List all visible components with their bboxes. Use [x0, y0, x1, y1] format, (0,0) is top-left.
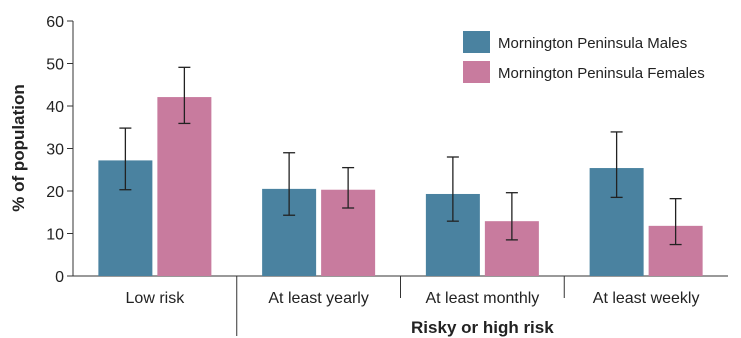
y-tick-label: 60 [46, 14, 64, 31]
x-tick-label: At least monthly [425, 290, 539, 307]
x-tick-label: At least yearly [268, 290, 368, 307]
x-tick-label: Low risk [126, 290, 186, 307]
legend-label: Mornington Peninsula Males [498, 35, 687, 52]
legend: Mornington Peninsula Males Mornington Pen… [463, 31, 705, 83]
y-axis-title: % of population [9, 84, 28, 211]
group-label: Risky or high risk [411, 318, 554, 337]
x-axis: Low risk At least yearly At least monthly A… [73, 275, 728, 336]
legend-swatch [463, 61, 490, 83]
y-axis: 0 10 20 30 40 50 60 [46, 14, 74, 286]
bars [98, 97, 703, 276]
error-bars [119, 66, 682, 246]
y-tick-label: 10 [46, 227, 64, 244]
y-tick-label: 40 [46, 99, 64, 116]
legend-label: Mornington Peninsula Females [498, 65, 705, 82]
bar [157, 97, 212, 276]
legend-swatch [463, 31, 490, 53]
x-tick-label: At least weekly [593, 290, 700, 307]
y-tick-label: 30 [46, 142, 64, 159]
y-tick-label: 0 [55, 269, 64, 286]
y-tick-label: 50 [46, 57, 64, 74]
y-tick-label: 20 [46, 184, 64, 201]
